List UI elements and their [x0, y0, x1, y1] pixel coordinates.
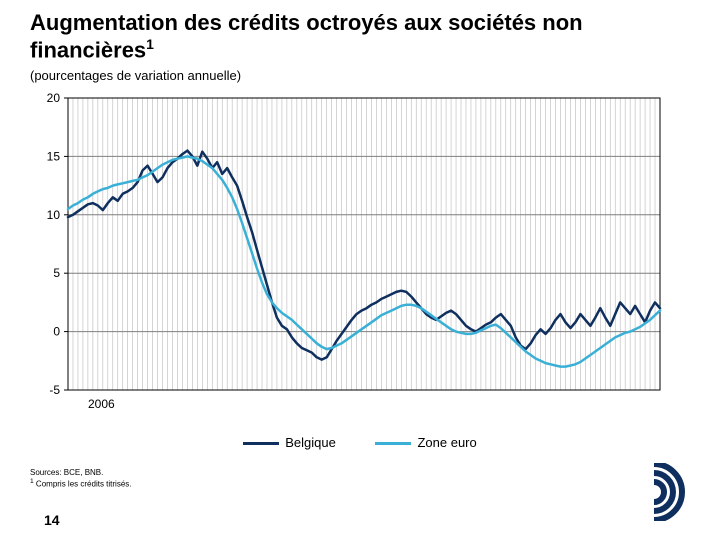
sources-line1: Sources: BCE, BNB.	[30, 468, 132, 478]
title-sup: 1	[146, 36, 154, 52]
legend-label: Belgique	[285, 435, 336, 450]
svg-text:15: 15	[47, 149, 61, 163]
svg-text:2006: 2006	[88, 397, 115, 411]
sources: Sources: BCE, BNB. 1 Compris les crédits…	[30, 468, 132, 490]
svg-text:-5: -5	[49, 383, 60, 397]
legend-item-zone-euro: Zone euro	[375, 435, 476, 450]
subtitle: (pourcentages de variation annuelle)	[30, 68, 241, 83]
svg-text:0: 0	[53, 325, 60, 339]
svg-text:20: 20	[47, 91, 61, 105]
credit-growth-chart: -5 0 5 10 15 20 2006	[30, 90, 670, 425]
svg-text:10: 10	[47, 208, 61, 222]
legend-swatch	[243, 442, 279, 445]
page-title: Augmentation des crédits octroyés aux so…	[30, 10, 590, 64]
legend-swatch	[375, 442, 411, 445]
page-number: 14	[44, 512, 60, 528]
nbb-logo	[634, 463, 702, 526]
legend-item-belgique: Belgique	[243, 435, 336, 450]
legend-label: Zone euro	[417, 435, 476, 450]
sources-line2: 1 Compris les crédits titrisés.	[30, 478, 132, 490]
legend: Belgique Zone euro	[0, 435, 720, 450]
title-text: Augmentation des crédits octroyés aux so…	[30, 10, 583, 63]
svg-text:5: 5	[53, 266, 60, 280]
